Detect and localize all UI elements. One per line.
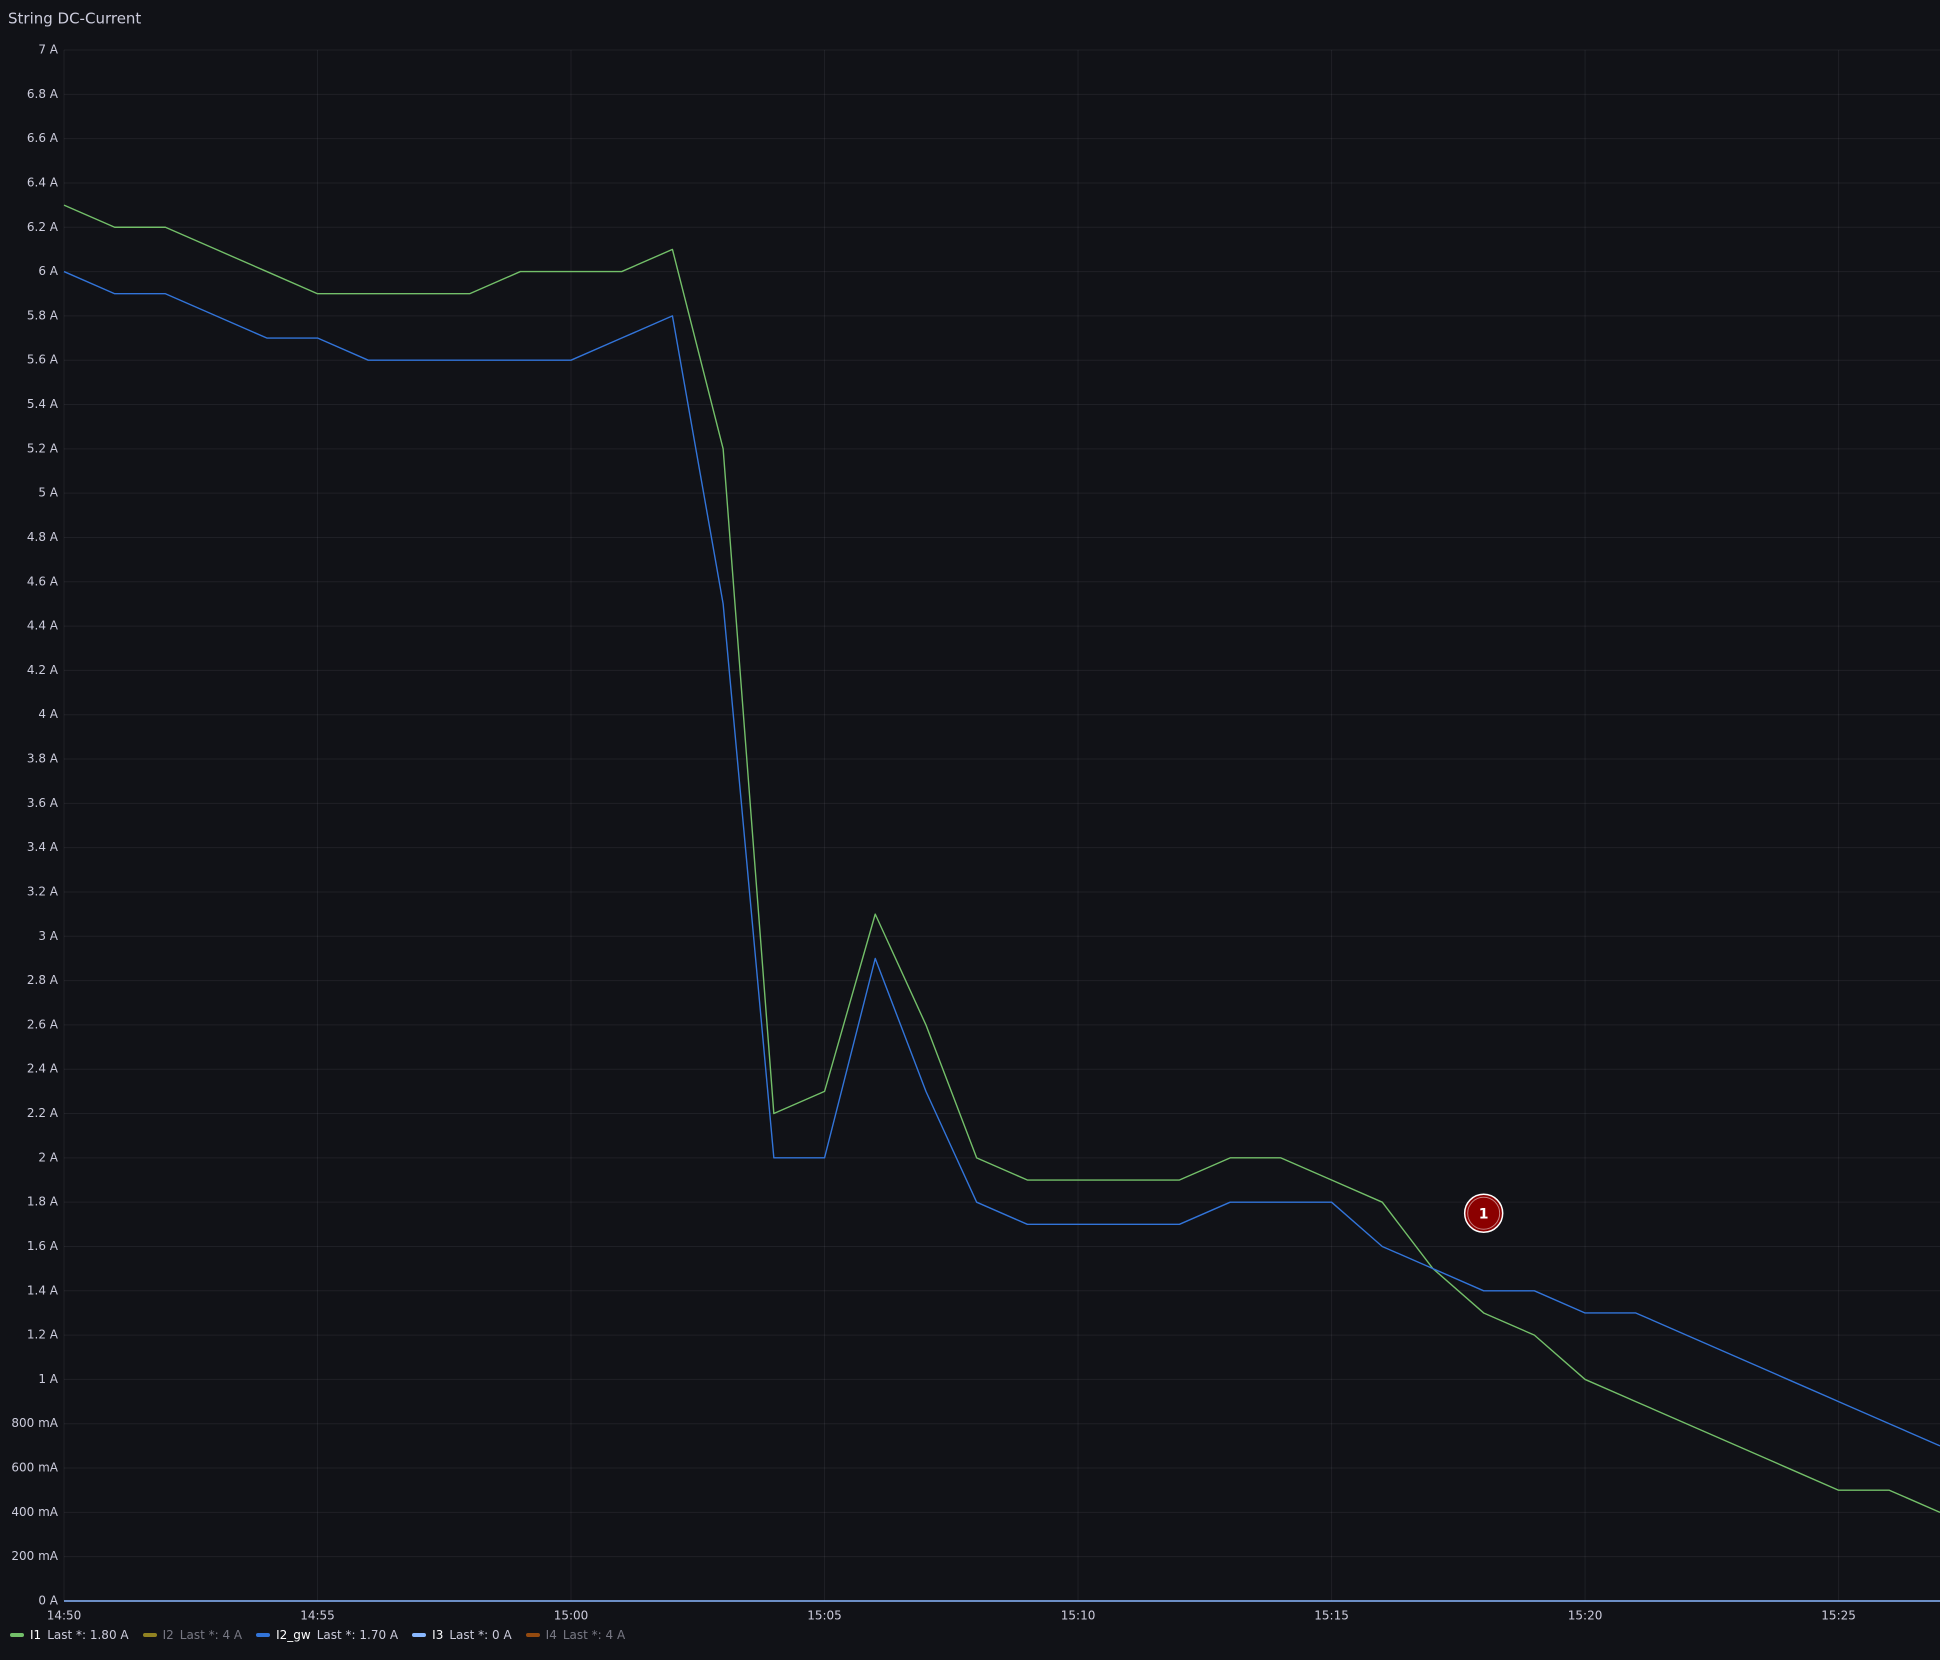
legend-item[interactable]: I3 Last *: 0 A [412,1628,512,1642]
y-tick-label: 6.2 A [27,220,59,234]
legend-value: Last *: 4 A [179,1628,243,1642]
y-tick-label: 3.6 A [27,796,59,810]
legend-name: I3 [432,1628,444,1642]
legend-swatch [525,1633,540,1637]
y-tick-label: 4 A [38,707,58,721]
legend-value: Last *: 4 A [562,1628,626,1642]
legend-swatch [142,1633,157,1637]
legend: I1 Last *: 1.80 A I2 Last *: 4 A I2_gw Last *… [10,1628,625,1642]
y-tick-label: 5.6 A [27,353,59,367]
y-tick-label: 5.2 A [27,441,59,455]
y-tick-label: 5 A [38,486,58,500]
legend-value: Last *: 1.70 A [316,1628,399,1642]
legend-name: I2 [162,1628,174,1642]
y-tick-label: 6.8 A [27,87,59,101]
y-tick-label: 6 A [38,264,58,278]
annotation-label: 1 [1479,1206,1489,1222]
legend-value: Last *: 1.80 A [47,1628,129,1642]
series-line [63,204,1940,1514]
y-tick-label: 7 A [38,43,58,57]
x-tick-label: 15:10 [1061,1609,1096,1621]
x-tick-label: 15:00 [554,1609,589,1621]
legend-name: I2_gw [276,1628,311,1642]
legend-item[interactable]: I2 Last *: 4 A [142,1628,243,1642]
legend-swatch [256,1633,271,1637]
series-line [63,270,1940,1447]
legend-name: I1 [30,1628,42,1642]
y-tick-label: 0 A [38,1594,58,1608]
y-tick-label: 3.8 A [27,752,59,766]
y-tick-label: 5.4 A [27,397,59,411]
y-tick-label: 6.4 A [27,175,59,189]
legend-item[interactable]: I2_gw Last *: 1.70 A [256,1628,398,1642]
x-tick-label: 15:15 [1314,1609,1349,1621]
y-tick-label: 4.2 A [27,663,59,677]
y-tick-label: 3.4 A [27,840,59,854]
y-tick-label: 5.8 A [27,308,59,322]
y-tick-label: 6.6 A [27,131,59,145]
x-tick-label: 14:50 [47,1609,82,1621]
y-tick-label: 3 A [38,929,58,943]
y-tick-label: 4.6 A [27,574,59,588]
y-tick-label: 1.2 A [27,1328,59,1342]
y-tick-label: 2 A [38,1150,58,1164]
y-tick-label: 1 A [38,1372,58,1386]
chart-title: String DC-Current [8,10,141,28]
y-tick-label: 400 mA [11,1505,58,1519]
legend-value: Last *: 0 A [449,1628,512,1642]
legend-swatch [10,1633,24,1637]
x-tick-label: 15:05 [807,1609,842,1621]
chart: String DC-Current 0 A 200 mA 400 mA 600 mA 8… [8,10,1940,1621]
y-tick-label: 4.8 A [27,530,59,544]
legend-swatch [412,1633,427,1637]
x-tick-label: 15:20 [1568,1609,1603,1621]
y-tick-label: 1.4 A [27,1283,59,1297]
y-tick-label: 2.2 A [27,1106,59,1120]
y-tick-label: 2.8 A [27,973,59,987]
y-tick-label: 1.6 A [27,1239,59,1253]
y-tick-label: 4.4 A [27,619,59,633]
y-tick-label: 1.8 A [27,1195,59,1209]
y-tick-label: 3.2 A [27,884,59,898]
y-tick-label: 200 mA [11,1549,58,1563]
legend-item[interactable]: I1 Last *: 1.80 A [10,1628,129,1642]
x-tick-label: 15:25 [1821,1609,1856,1621]
x-tick-label: 14:55 [300,1609,335,1621]
y-tick-label: 800 mA [11,1416,58,1430]
annotation-ring [1467,1196,1501,1230]
y-tick-label: 600 mA [11,1461,58,1475]
y-tick-label: 2.4 A [27,1062,59,1076]
annotation-marker [1463,1193,1504,1233]
y-tick-label: 2.6 A [27,1017,59,1031]
legend-name: I4 [545,1628,557,1642]
legend-item[interactable]: I4 Last *: 4 A [525,1628,626,1642]
